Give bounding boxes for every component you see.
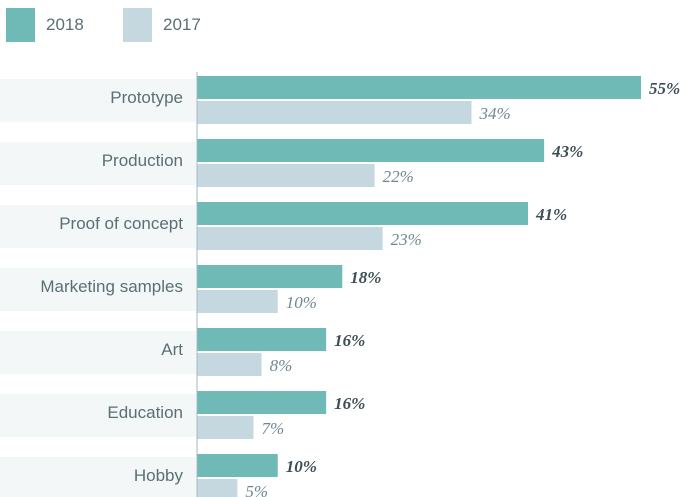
row-background-production [0,142,196,185]
bar-2018-hobby [197,454,278,477]
row-background-hobby [0,457,196,497]
value-label-2018-production: 43% [551,142,583,161]
value-label-2018-education: 16% [334,394,365,413]
value-label-2017-prototype: 34% [478,104,510,123]
bar-2017-prototype [197,101,472,124]
category-label-education: Education [107,403,183,422]
row-background-marketing-samples [0,268,196,311]
bar-2018-art [197,328,327,351]
legend-item-2017: 2017 [123,8,201,42]
bar-2017-marketing-samples [197,290,278,313]
bar-2017-art [197,353,262,376]
bar-2017-education [197,416,254,439]
row-background-education [0,394,196,437]
value-label-2018-marketing-samples: 18% [350,268,381,287]
category-label-proof-of-concept: Proof of concept [59,214,183,233]
value-label-2017-marketing-samples: 10% [286,293,317,312]
value-label-2017-proof-of-concept: 23% [391,230,422,249]
value-label-2018-prototype: 55% [649,79,680,98]
category-label-production: Production [102,151,183,170]
value-label-2018-art: 16% [334,331,365,350]
legend-label-2018: 2018 [46,15,84,34]
value-label-2017-hobby: 5% [245,482,268,497]
bar-2018-production [197,139,545,162]
category-label-prototype: Prototype [110,88,183,107]
bar-2017-hobby [197,479,238,497]
legend-item-2018: 2018 [6,8,84,42]
bar-2017-proof-of-concept [197,227,383,250]
category-label-hobby: Hobby [134,466,184,485]
value-label-2017-education: 7% [262,419,285,438]
legend-swatch-2017 [123,8,152,42]
bar-2018-marketing-samples [197,265,343,288]
row-background-prototype [0,79,196,122]
bar-2017-production [197,164,375,187]
value-label-2017-production: 22% [383,167,414,186]
row-background-art [0,331,196,374]
row-background-proof-of-concept [0,205,196,248]
value-label-2018-hobby: 10% [286,457,317,476]
bar-2018-education [197,391,327,414]
value-label-2018-proof-of-concept: 41% [535,205,567,224]
legend-label-2017: 2017 [163,15,201,34]
legend-swatch-2018 [6,8,35,42]
bar-2018-proof-of-concept [197,202,528,225]
bar-2018-prototype [197,76,641,99]
category-label-art: Art [161,340,183,359]
category-label-marketing-samples: Marketing samples [40,277,183,296]
value-label-2017-art: 8% [270,356,293,375]
